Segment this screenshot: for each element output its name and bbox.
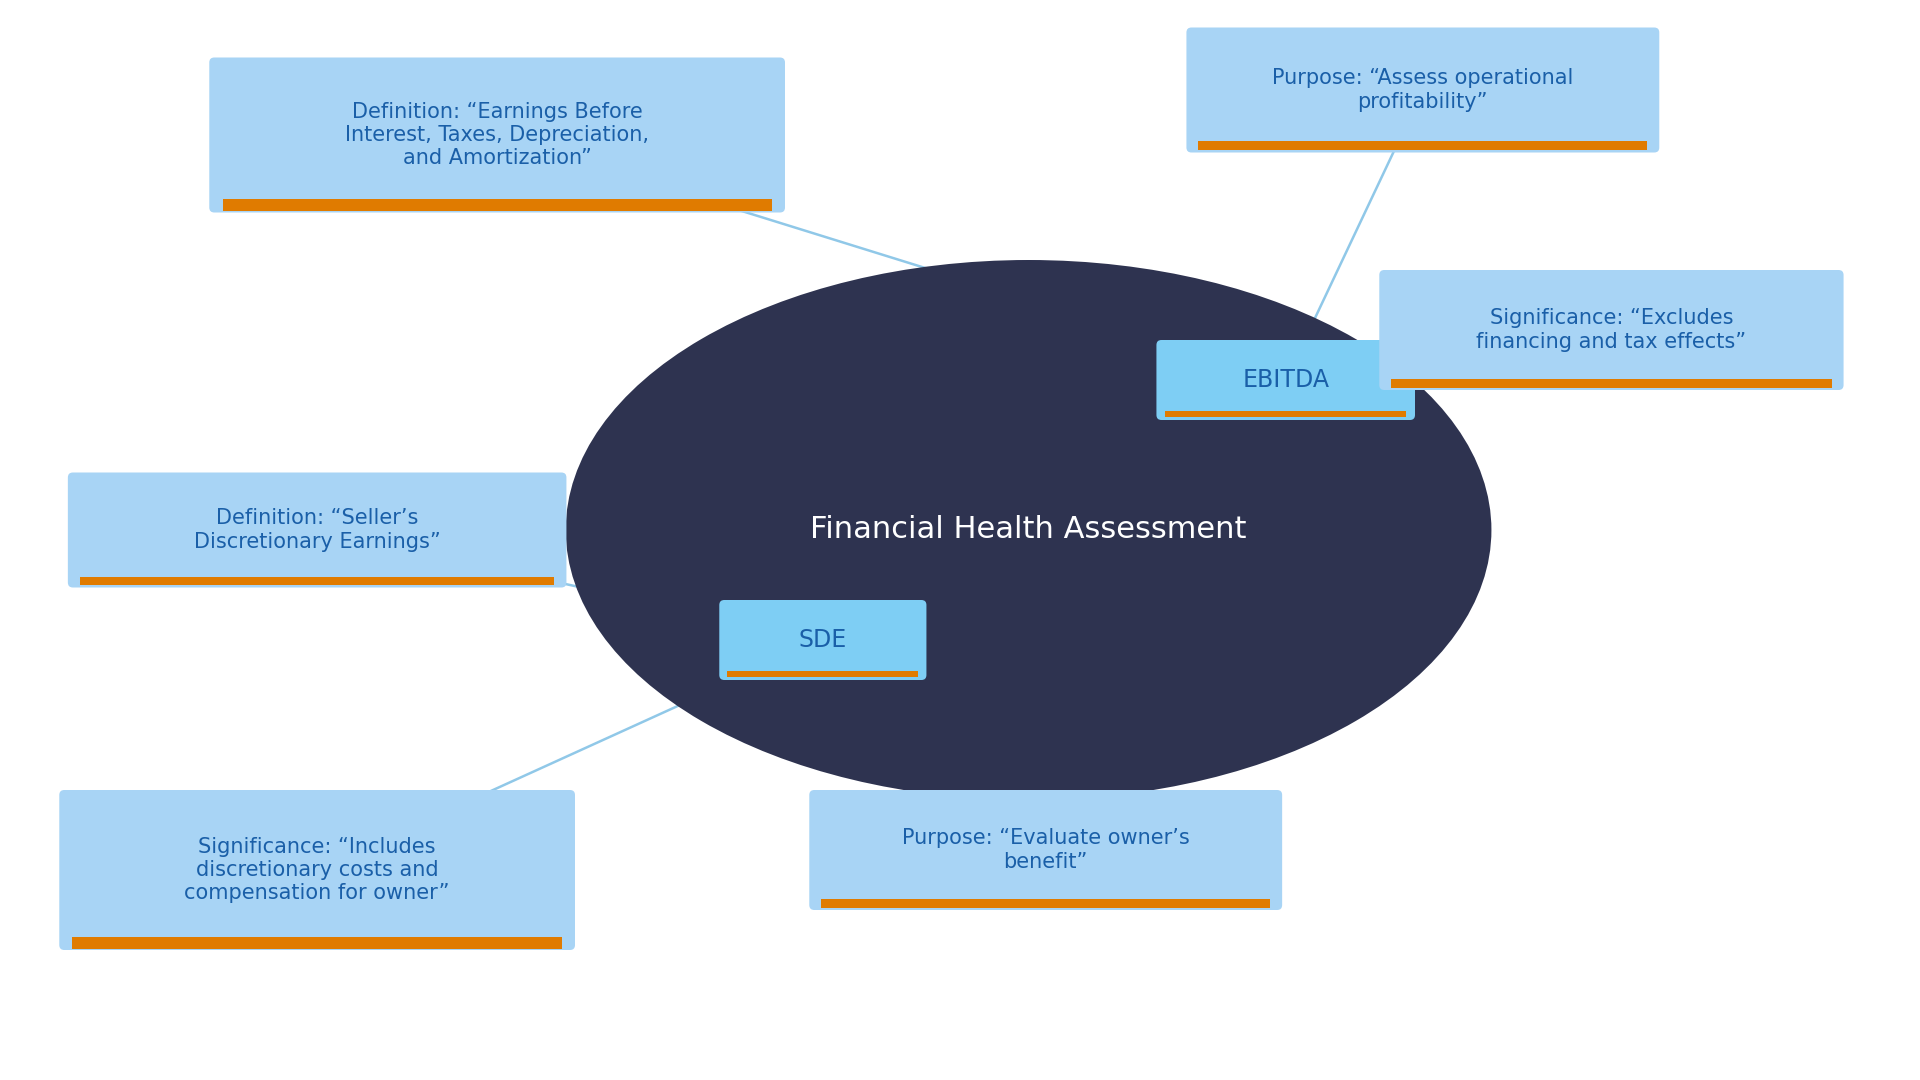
Text: Definition: “Seller’s
Discretionary Earnings”: Definition: “Seller’s Discretionary Earn… bbox=[194, 509, 440, 552]
FancyBboxPatch shape bbox=[67, 473, 566, 588]
Ellipse shape bbox=[566, 260, 1492, 800]
Bar bbox=[71, 936, 563, 948]
Text: Purpose: “Assess operational
profitability”: Purpose: “Assess operational profitabili… bbox=[1273, 68, 1574, 111]
Bar bbox=[1198, 141, 1647, 150]
FancyBboxPatch shape bbox=[1187, 27, 1659, 152]
FancyBboxPatch shape bbox=[720, 600, 927, 680]
Text: SDE: SDE bbox=[799, 627, 847, 652]
Bar bbox=[822, 899, 1271, 907]
FancyBboxPatch shape bbox=[1156, 340, 1415, 420]
Text: EBITDA: EBITDA bbox=[1242, 368, 1329, 392]
Bar bbox=[728, 671, 918, 677]
Bar bbox=[81, 577, 555, 585]
Bar bbox=[1392, 379, 1832, 388]
Bar bbox=[1165, 411, 1405, 417]
Text: Significance: “Excludes
financing and tax effects”: Significance: “Excludes financing and ta… bbox=[1476, 309, 1747, 352]
FancyBboxPatch shape bbox=[810, 789, 1283, 910]
Text: Financial Health Assessment: Financial Health Assessment bbox=[810, 515, 1246, 544]
Text: Significance: “Includes
discretionary costs and
compensation for owner”: Significance: “Includes discretionary co… bbox=[184, 837, 449, 903]
FancyBboxPatch shape bbox=[60, 789, 574, 950]
Bar bbox=[223, 200, 772, 211]
Text: Purpose: “Evaluate owner’s
benefit”: Purpose: “Evaluate owner’s benefit” bbox=[902, 828, 1190, 872]
Text: Definition: “Earnings Before
Interest, Taxes, Depreciation,
and Amortization”: Definition: “Earnings Before Interest, T… bbox=[346, 102, 649, 168]
FancyBboxPatch shape bbox=[1379, 270, 1843, 390]
FancyBboxPatch shape bbox=[209, 57, 785, 213]
